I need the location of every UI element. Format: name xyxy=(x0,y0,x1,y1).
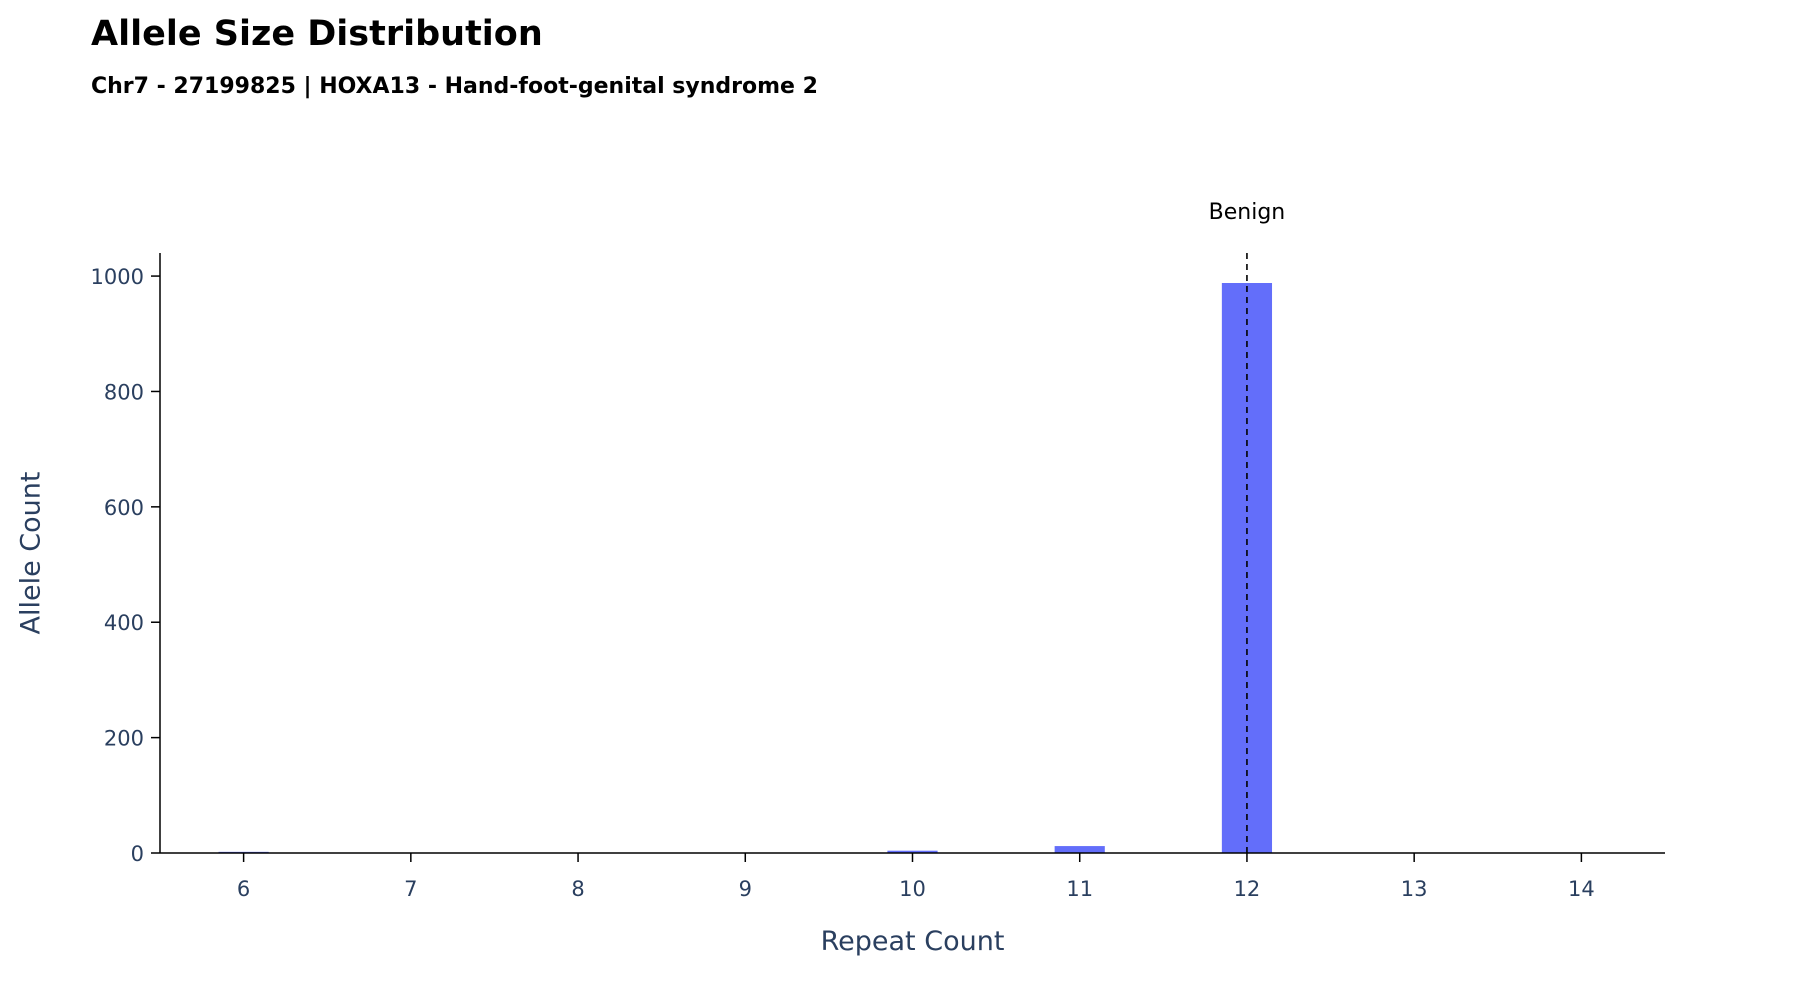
bars-group xyxy=(218,283,1273,853)
x-tick-label: 11 xyxy=(1066,877,1093,901)
y-tick-label: 800 xyxy=(104,380,144,404)
y-ticks-group: 0 200 400 600 800 1000 xyxy=(91,265,160,866)
reference-lines-group: Benign xyxy=(1209,200,1286,853)
x-tick-label: 14 xyxy=(1568,877,1595,901)
y-axis-title: Allele Count xyxy=(16,472,47,635)
y-tick-label: 0 xyxy=(131,842,144,866)
y-tick-label: 400 xyxy=(104,611,144,635)
y-tick-label: 600 xyxy=(104,496,144,520)
reference-line-label: Benign xyxy=(1209,200,1286,225)
x-tick-label: 8 xyxy=(571,877,584,901)
x-tick-label: 7 xyxy=(404,877,417,901)
x-ticks-group: 6 7 8 9 10 11 12 13 14 xyxy=(237,853,1595,901)
chart-title: Allele Size Distribution xyxy=(91,14,543,54)
x-tick-label: 12 xyxy=(1234,877,1261,901)
x-tick-label: 9 xyxy=(739,877,752,901)
x-tick-label: 10 xyxy=(899,877,926,901)
bar-11[interactable] xyxy=(1054,846,1105,853)
x-axis-title: Repeat Count xyxy=(821,926,1005,957)
x-tick-label: 13 xyxy=(1401,877,1428,901)
x-tick-label: 6 xyxy=(237,877,250,901)
bar-10[interactable] xyxy=(887,850,938,853)
axes-group xyxy=(159,253,1665,854)
y-tick-label: 200 xyxy=(104,727,144,751)
chart-subtitle: Chr7 - 27199825 | HOXA13 - Hand-foot-gen… xyxy=(91,74,818,99)
y-tick-label: 1000 xyxy=(91,265,144,289)
